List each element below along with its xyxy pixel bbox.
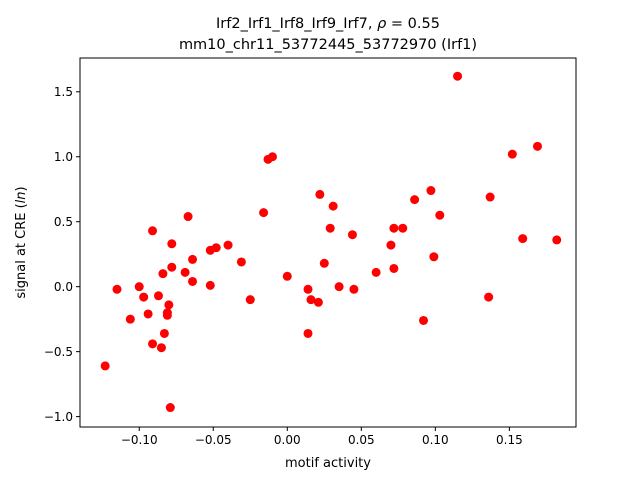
data-point bbox=[315, 189, 325, 199]
data-point bbox=[484, 292, 494, 302]
data-point bbox=[180, 267, 190, 277]
data-point bbox=[435, 210, 445, 220]
data-point bbox=[112, 284, 122, 294]
data-point bbox=[167, 239, 177, 249]
data-point bbox=[158, 269, 168, 279]
data-point bbox=[223, 240, 233, 250]
data-point bbox=[100, 361, 110, 371]
data-point bbox=[188, 276, 198, 286]
data-point bbox=[303, 328, 313, 338]
x-axis-label: motif activity bbox=[285, 456, 371, 471]
data-point bbox=[167, 262, 177, 272]
data-point bbox=[183, 212, 193, 222]
x-tick-label: −0.05 bbox=[195, 433, 232, 447]
x-tick-label: 0.15 bbox=[496, 433, 523, 447]
data-point bbox=[313, 297, 323, 307]
data-point bbox=[453, 71, 463, 81]
data-point bbox=[334, 282, 344, 292]
data-point bbox=[386, 240, 396, 250]
data-point bbox=[533, 141, 542, 151]
data-point bbox=[159, 328, 169, 338]
points-layer bbox=[100, 71, 562, 413]
data-point bbox=[211, 243, 221, 253]
data-point bbox=[419, 315, 428, 325]
data-point bbox=[148, 226, 158, 236]
data-point bbox=[325, 223, 335, 233]
data-point bbox=[162, 310, 172, 320]
y-axis-label: signal at CRE (ln) bbox=[14, 186, 29, 298]
data-point bbox=[306, 295, 316, 305]
data-point bbox=[389, 263, 399, 273]
data-point bbox=[259, 208, 269, 218]
data-point bbox=[389, 223, 399, 233]
x-axis: −0.10 −0.05 0.00 0.05 0.10 0.15 bbox=[121, 427, 523, 447]
x-tick-label: −0.10 bbox=[121, 433, 158, 447]
data-point bbox=[552, 235, 562, 245]
data-point bbox=[429, 252, 439, 262]
chart-title-line1: Irf2_Irf1_Irf8_Irf9_Irf7, ρ = 0.55 bbox=[216, 16, 440, 32]
data-point bbox=[236, 257, 246, 267]
y-tick-label: 1.5 bbox=[54, 85, 73, 99]
data-point bbox=[410, 195, 420, 205]
data-point bbox=[319, 258, 329, 268]
y-tick-label: 0.0 bbox=[54, 280, 73, 294]
data-point bbox=[398, 223, 408, 233]
data-point bbox=[507, 149, 517, 159]
y-tick-label: 1.0 bbox=[54, 150, 73, 164]
y-axis: −1.0 −0.5 0.0 0.5 1.0 1.5 bbox=[44, 85, 80, 424]
data-point bbox=[303, 284, 313, 294]
x-tick-label: 0.10 bbox=[422, 433, 449, 447]
x-tick-label: 0.05 bbox=[348, 433, 375, 447]
data-point bbox=[349, 284, 359, 294]
chart-title-line2: mm10_chr11_53772445_53772970 (Irf1) bbox=[179, 37, 477, 53]
data-point bbox=[164, 300, 174, 310]
y-tick-label: −1.0 bbox=[44, 410, 73, 424]
data-point bbox=[165, 403, 175, 413]
data-point bbox=[125, 314, 135, 324]
plot-frame bbox=[79, 57, 577, 428]
data-point bbox=[328, 201, 338, 211]
data-point bbox=[148, 339, 158, 349]
data-point bbox=[485, 192, 495, 202]
y-tick-label: −0.5 bbox=[44, 345, 73, 359]
data-point bbox=[156, 343, 166, 353]
data-point bbox=[153, 291, 163, 301]
data-point bbox=[188, 254, 198, 264]
data-point bbox=[371, 267, 381, 277]
data-point bbox=[143, 309, 153, 319]
data-point bbox=[518, 234, 528, 244]
data-point bbox=[205, 280, 215, 290]
data-point bbox=[245, 295, 255, 305]
data-point bbox=[347, 230, 357, 240]
data-point bbox=[134, 282, 144, 292]
data-point bbox=[267, 152, 277, 162]
y-tick-label: 0.5 bbox=[54, 215, 73, 229]
data-point bbox=[426, 186, 436, 196]
data-point bbox=[139, 292, 149, 302]
x-tick-label: 0.00 bbox=[274, 433, 301, 447]
data-point bbox=[282, 271, 292, 281]
